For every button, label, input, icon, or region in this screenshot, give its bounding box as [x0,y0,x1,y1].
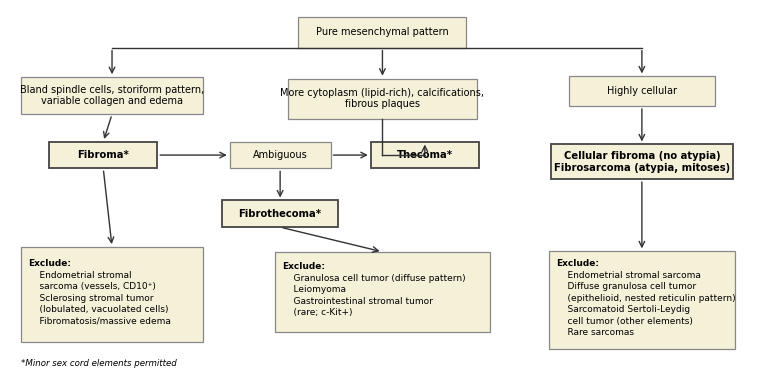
FancyBboxPatch shape [550,144,734,179]
Text: (epithelioid, nested reticulin pattern): (epithelioid, nested reticulin pattern) [556,294,736,303]
Text: More cytoplasm (lipid-rich), calcifications,
fibrous plaques: More cytoplasm (lipid-rich), calcificati… [281,88,485,109]
Text: Diffuse granulosa cell tumor: Diffuse granulosa cell tumor [556,282,696,291]
Text: cell tumor (other elements): cell tumor (other elements) [556,317,693,326]
Text: Fibromatosis/massive edema: Fibromatosis/massive edema [28,317,171,326]
FancyBboxPatch shape [21,247,203,342]
FancyBboxPatch shape [223,201,338,227]
Text: Exclude:: Exclude: [282,262,325,271]
Text: (rare; c-Kit+): (rare; c-Kit+) [282,308,352,317]
Text: Sclerosing stromal tumor: Sclerosing stromal tumor [28,294,154,303]
Text: Exclude:: Exclude: [28,259,71,268]
FancyBboxPatch shape [21,77,203,114]
FancyBboxPatch shape [569,76,715,106]
Text: Fibroma*: Fibroma* [77,150,129,160]
FancyBboxPatch shape [288,78,477,119]
FancyBboxPatch shape [49,142,158,169]
Text: Cellular fibroma (no atypia)
Fibrosarcoma (atypia, mitoses): Cellular fibroma (no atypia) Fibrosarcom… [553,151,730,173]
Text: (lobulated, vacuolated cells): (lobulated, vacuolated cells) [28,305,169,314]
FancyBboxPatch shape [298,17,466,48]
Text: Leiomyoma: Leiomyoma [282,285,346,294]
Text: *Minor sex cord elements permitted: *Minor sex cord elements permitted [21,359,176,368]
FancyBboxPatch shape [549,251,735,349]
Text: Granulosa cell tumor (diffuse pattern): Granulosa cell tumor (diffuse pattern) [282,274,465,283]
Text: Pure mesenchymal pattern: Pure mesenchymal pattern [316,28,449,37]
FancyBboxPatch shape [371,142,479,169]
Text: Exclude:: Exclude: [556,259,599,268]
Text: Endometrial stromal sarcoma: Endometrial stromal sarcoma [556,271,701,280]
Text: Endometrial stromal: Endometrial stromal [28,271,131,280]
Text: Highly cellular: Highly cellular [607,86,677,96]
FancyBboxPatch shape [274,252,490,332]
Text: Thecoma*: Thecoma* [397,150,453,160]
Text: Fibrothecoma*: Fibrothecoma* [239,209,322,219]
FancyBboxPatch shape [230,142,331,169]
Text: Sarcomatoid Sertoli-Leydig: Sarcomatoid Sertoli-Leydig [556,305,690,314]
Text: sarcoma (vessels, CD10⁺): sarcoma (vessels, CD10⁺) [28,282,156,291]
Text: Bland spindle cells, storiform pattern,
variable collagen and edema: Bland spindle cells, storiform pattern, … [20,85,204,106]
Text: Ambiguous: Ambiguous [253,150,308,160]
Text: Rare sarcomas: Rare sarcomas [556,328,634,337]
Text: Gastrointestinal stromal tumor: Gastrointestinal stromal tumor [282,297,433,306]
